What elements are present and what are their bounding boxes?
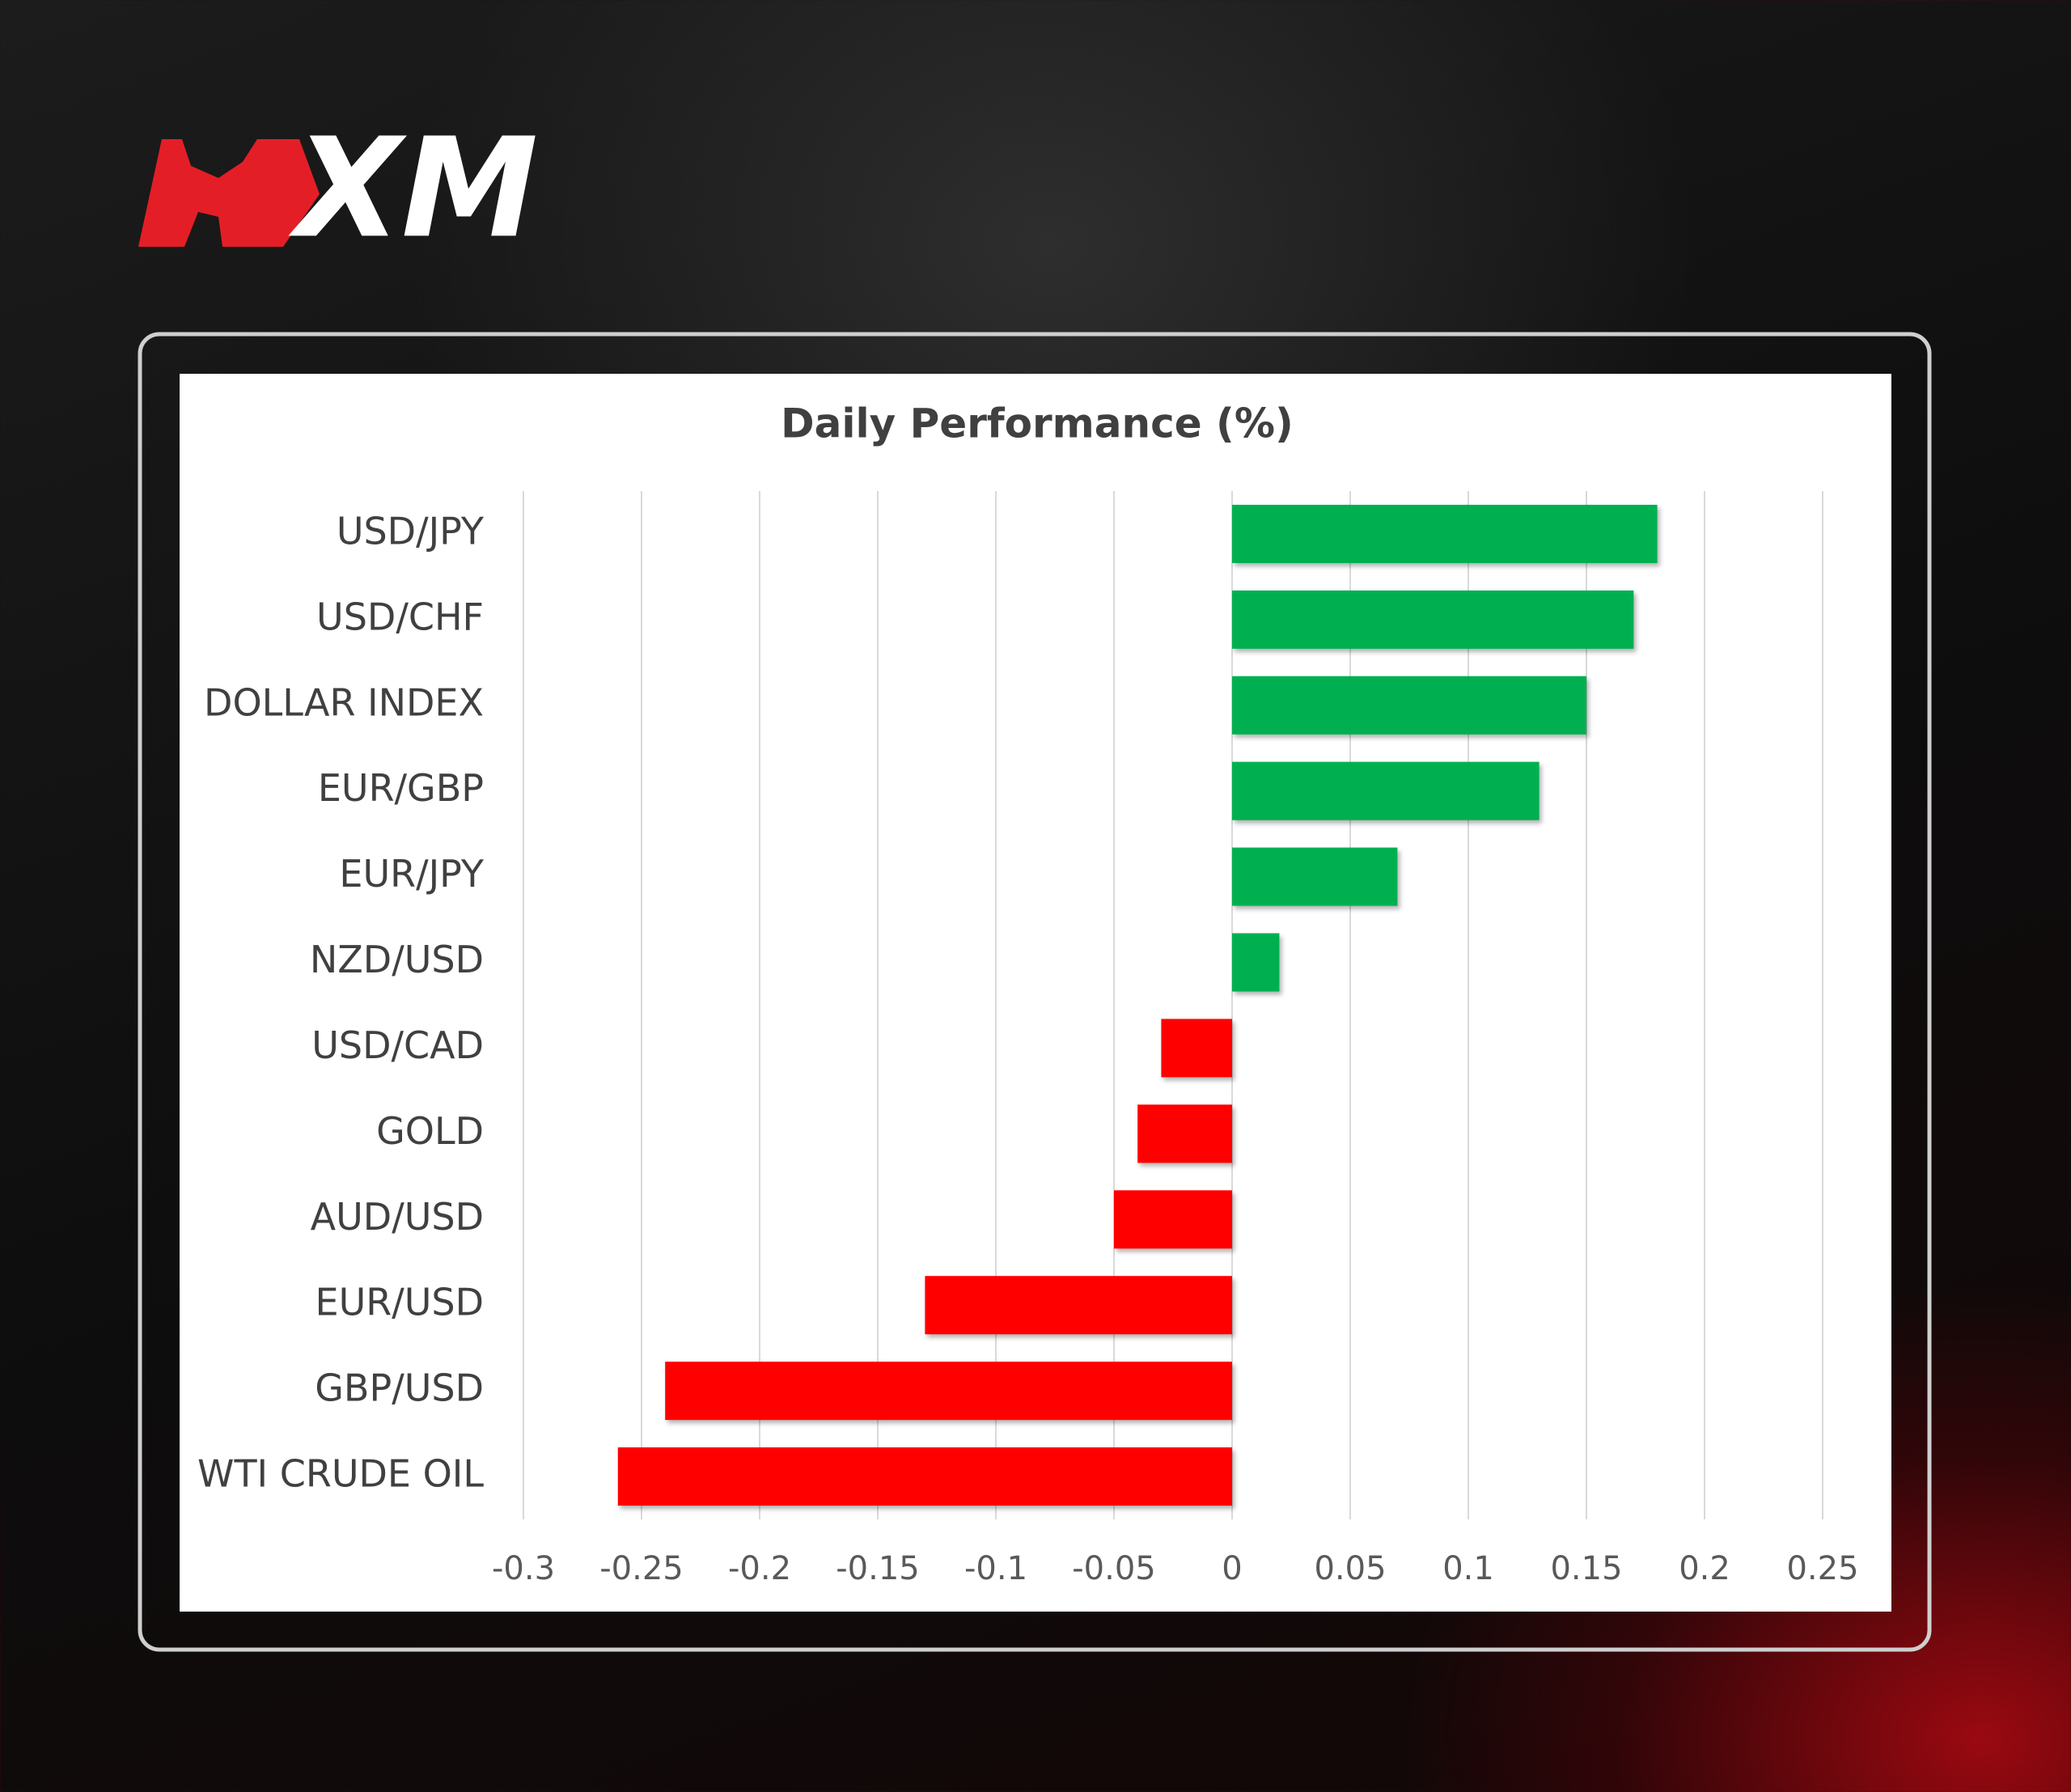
- y-tick-label: WTI CRUDE OIL: [197, 1452, 484, 1496]
- x-tick-label: 0.1: [1442, 1550, 1494, 1587]
- y-tick-label: AUD/USD: [311, 1195, 484, 1239]
- bar: [617, 1447, 1232, 1506]
- x-tick-label: 0.25: [1786, 1550, 1858, 1587]
- x-tick-label: -0.2: [728, 1550, 791, 1587]
- y-tick-label: DOLLAR INDEX: [204, 680, 484, 724]
- x-tick-label: -0.3: [492, 1550, 555, 1587]
- logo-bull: [138, 139, 320, 247]
- bar: [665, 1362, 1232, 1421]
- x-tick-label: -0.15: [836, 1550, 920, 1587]
- x-tick-label: 0.05: [1314, 1550, 1386, 1587]
- x-tick-label: 0: [1222, 1550, 1242, 1587]
- bar: [1161, 1019, 1232, 1078]
- bar: [1232, 847, 1398, 906]
- x-tick-label: -0.25: [599, 1550, 684, 1587]
- chart-title: Daily Performance (%): [781, 400, 1294, 447]
- bar: [925, 1276, 1232, 1335]
- plot: -0.3 -0.25 -0.2 -0.15 -0.1 -0.05 0 0.05 0.1 0.15 0…: [197, 491, 1859, 1587]
- y-tick-label: GBP/USD: [315, 1366, 484, 1410]
- y-tick-label: EUR/JPY: [339, 852, 484, 896]
- bar: [1137, 1104, 1232, 1163]
- bar: [1232, 933, 1280, 992]
- x-tick-label: -0.1: [964, 1550, 1027, 1587]
- y-tick-label: EUR/USD: [316, 1281, 484, 1324]
- logo: XM: [138, 108, 538, 269]
- frame: [138, 332, 1932, 1652]
- bar: [1114, 1190, 1232, 1249]
- x-tick-label: 0.15: [1550, 1550, 1622, 1587]
- x-tick-label: 0.2: [1679, 1550, 1730, 1587]
- bar: [1232, 761, 1539, 820]
- x-tick-label: -0.05: [1072, 1550, 1156, 1587]
- bar: [1232, 676, 1586, 735]
- y-tick-label: EUR/GBP: [318, 766, 484, 810]
- logo-text: XM: [288, 108, 538, 269]
- y-tick-label: NZD/USD: [310, 938, 484, 981]
- y-tick-label: USD/JPY: [337, 509, 485, 553]
- y-tick-label: USD/CHF: [316, 595, 484, 638]
- y-tick-label: GOLD: [376, 1109, 484, 1153]
- bar: [1232, 504, 1658, 563]
- y-tick-label: USD/CAD: [311, 1023, 484, 1067]
- bar: [1232, 590, 1634, 649]
